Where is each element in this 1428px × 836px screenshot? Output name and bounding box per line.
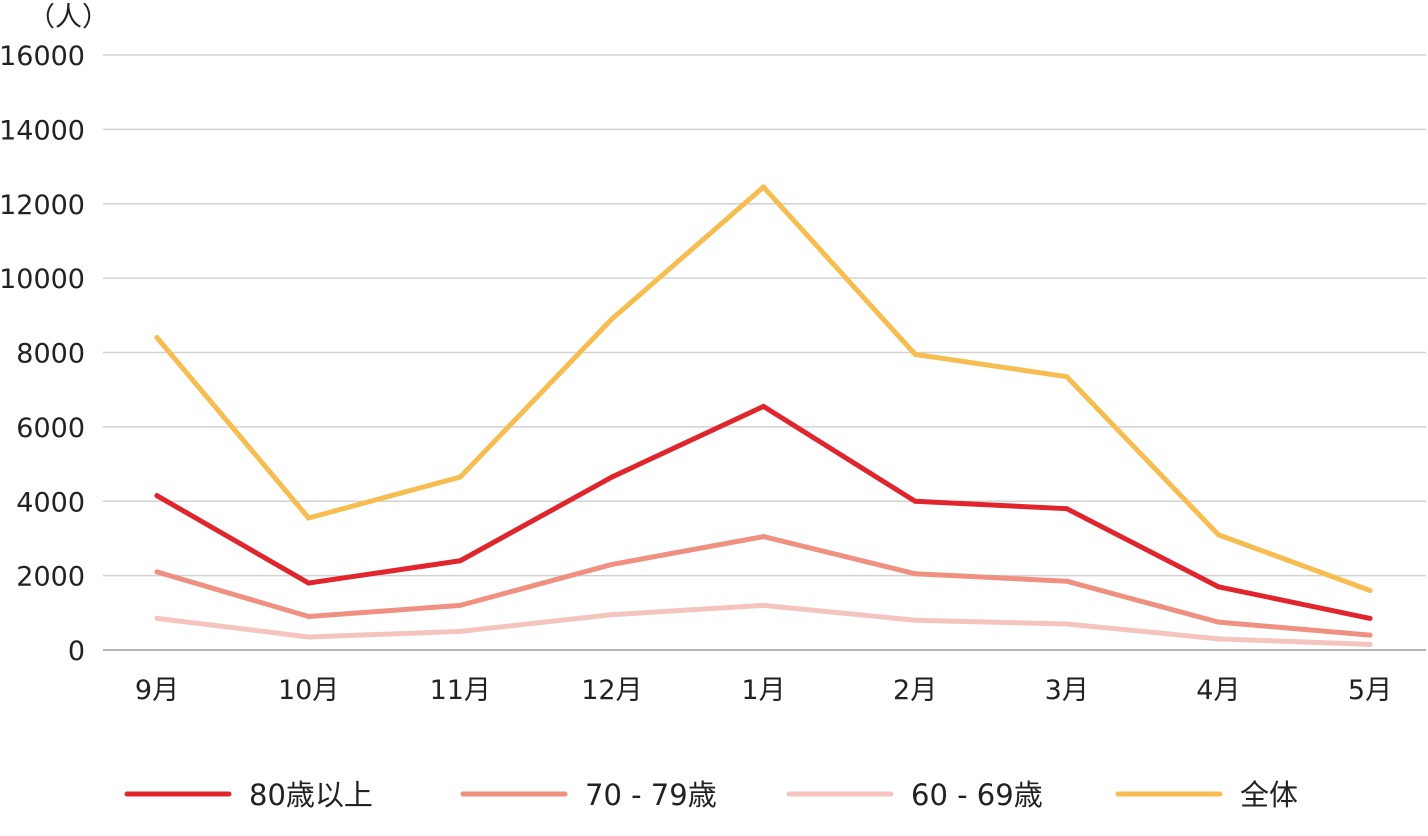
data-point — [1215, 636, 1221, 642]
y-tick-label-16000: 16000 — [0, 41, 85, 72]
x-tick-label: 12月 — [581, 675, 642, 706]
y-tick-label-6000: 6000 — [16, 413, 85, 444]
data-point — [609, 561, 615, 567]
data-point — [306, 634, 312, 640]
x-tick-label: 5月 — [1348, 675, 1392, 706]
data-point — [1367, 588, 1373, 593]
data-point — [912, 617, 918, 623]
legend-label: 60 - 69歳 — [911, 778, 1043, 812]
data-point — [1215, 619, 1221, 625]
data-point — [154, 615, 160, 621]
data-point — [761, 184, 766, 190]
data-point — [609, 474, 615, 480]
data-point — [609, 612, 615, 618]
data-point — [761, 403, 766, 409]
series-0 — [154, 403, 1373, 621]
legend-item-2: 60 - 69歳 — [786, 778, 1043, 812]
data-point — [1215, 532, 1221, 538]
x-tick-label: 11月 — [430, 675, 491, 706]
data-point — [1064, 578, 1070, 584]
data-point — [457, 602, 463, 608]
y-tick-label-2000: 2000 — [16, 562, 85, 593]
data-point — [154, 493, 160, 499]
legend-label: 80歳以上 — [249, 778, 373, 812]
data-point — [306, 614, 312, 620]
y-tick-label-0: 0 — [68, 636, 85, 667]
y-tick-label-10000: 10000 — [0, 264, 85, 295]
data-point — [457, 558, 463, 564]
legend-item-0: 80歳以上 — [124, 778, 373, 812]
data-point — [912, 351, 918, 357]
gridlines — [103, 54, 1426, 651]
data-point — [761, 534, 766, 540]
series-line — [154, 602, 1373, 647]
x-tick-label: 3月 — [1045, 675, 1089, 706]
x-axis-tick-labels: 9月 10月 11月 12月 1月 2月 3月 4月 5月 — [135, 675, 1392, 706]
data-point — [912, 498, 918, 504]
data-point — [457, 628, 463, 634]
data-point — [609, 316, 615, 322]
series-2 — [154, 602, 1373, 647]
data-point — [912, 571, 918, 577]
y-tick-label-4000: 4000 — [16, 487, 85, 518]
y-tick-label-8000: 8000 — [16, 339, 85, 370]
data-point — [306, 580, 312, 586]
data-point — [154, 569, 160, 575]
data-point — [1064, 506, 1070, 512]
data-point — [1367, 615, 1373, 621]
series-3 — [154, 184, 1373, 593]
legend-label: 全体 — [1240, 778, 1298, 812]
legend-label: 70 - 79歳 — [585, 778, 717, 812]
data-point — [761, 602, 766, 608]
data-point — [306, 515, 312, 521]
x-tick-label: 10月 — [278, 675, 339, 706]
series-line — [154, 184, 1373, 593]
y-tick-label-14000: 14000 — [0, 115, 85, 146]
data-point — [1367, 632, 1373, 638]
series-line — [154, 403, 1373, 621]
legend: 80歳以上 70 - 79歳 60 - 69歳 全体 — [124, 778, 1298, 812]
x-tick-label: 9月 — [135, 675, 179, 706]
series-1 — [154, 534, 1373, 638]
data-point — [457, 474, 463, 480]
legend-item-3: 全体 — [1115, 778, 1298, 812]
y-axis-unit-label: （人） — [28, 2, 109, 33]
x-tick-label: 2月 — [893, 675, 937, 706]
data-point — [1215, 584, 1221, 590]
y-tick-label-12000: 12000 — [0, 190, 85, 221]
data-point — [1367, 641, 1373, 647]
y-axis-tick-labels: 0 2000 4000 6000 8000 10000 12000 14000 16000 — [0, 41, 85, 667]
series-line — [154, 534, 1373, 638]
series-lines — [154, 184, 1373, 647]
data-point — [1064, 621, 1070, 627]
data-point — [154, 335, 160, 341]
legend-item-1: 70 - 79歳 — [460, 778, 717, 812]
x-tick-label: 4月 — [1196, 675, 1240, 706]
data-point — [1064, 374, 1070, 380]
x-tick-label: 1月 — [741, 675, 785, 706]
